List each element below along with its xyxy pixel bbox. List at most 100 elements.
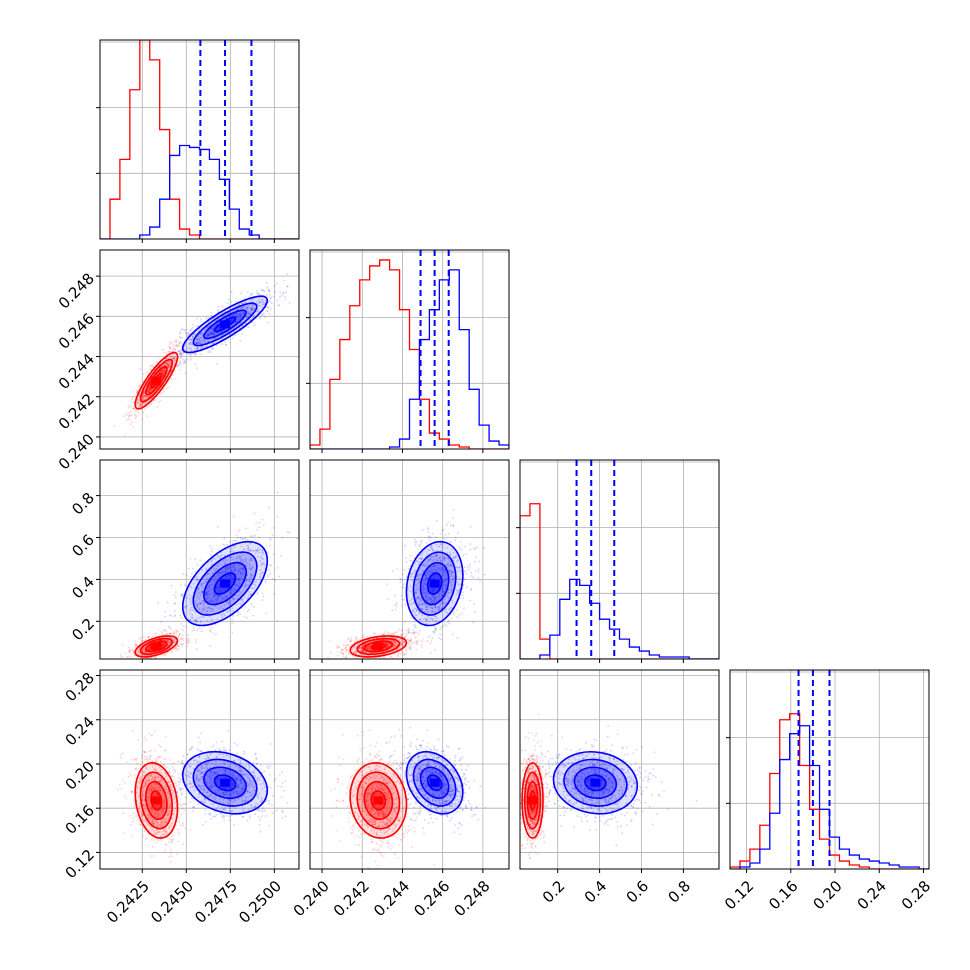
sample-point (148, 646, 151, 648)
sample-point (251, 307, 254, 309)
sample-point (345, 646, 347, 649)
sample-point (434, 649, 436, 651)
sample-point (268, 300, 271, 303)
sample-point (213, 593, 216, 596)
sample-point (208, 606, 211, 609)
sample-point (218, 588, 220, 590)
sample-point (260, 564, 263, 567)
sample-point (162, 644, 165, 646)
sample-point (174, 359, 177, 362)
sample-point (195, 347, 198, 350)
sample-point (229, 582, 232, 585)
sample-point (244, 537, 247, 540)
sample-point (261, 592, 264, 595)
sample-point (450, 541, 453, 543)
sample-point (241, 307, 244, 310)
sample-point (174, 356, 176, 358)
sample-point (274, 579, 276, 582)
sample-point (146, 371, 149, 374)
sample-point (259, 301, 261, 304)
sample-point (160, 391, 163, 394)
sample-point (210, 563, 212, 566)
sample-point (260, 562, 263, 565)
sample-point (220, 330, 222, 333)
sample-point (201, 591, 204, 594)
sample-point (210, 569, 212, 572)
sample-point (207, 333, 210, 336)
sample-point (221, 597, 224, 600)
sample-point (171, 356, 174, 359)
sample-point (169, 341, 172, 344)
sample-point (215, 586, 218, 589)
sample-point (237, 318, 240, 321)
sample-point (219, 605, 222, 608)
sample-point (169, 346, 172, 349)
sample-point (249, 576, 251, 579)
sample-point (219, 590, 222, 593)
sample-point (162, 644, 165, 646)
sample-point (199, 332, 202, 334)
sample-point (253, 583, 256, 586)
sample-point (162, 373, 164, 376)
sample-point (167, 640, 169, 643)
sample-point (394, 653, 396, 656)
sample-point (170, 637, 173, 639)
sample-point (180, 352, 183, 354)
sample-point (177, 340, 180, 343)
sample-point (167, 350, 169, 353)
sample-point (362, 634, 365, 637)
sample-point (203, 616, 206, 619)
sample-point (179, 637, 182, 640)
panel-1-1 (306, 249, 510, 453)
sample-point (269, 572, 272, 575)
sample-point (227, 602, 230, 605)
sample-point (188, 342, 191, 345)
sample-point (200, 318, 203, 320)
sample-point (134, 654, 136, 657)
sample-point (211, 610, 214, 612)
sample-point (270, 564, 273, 567)
sample-point (241, 313, 244, 316)
sample-point (204, 593, 207, 595)
sample-point (132, 407, 135, 410)
sample-point (143, 636, 145, 638)
sample-point (185, 639, 188, 641)
sample-point (219, 591, 222, 593)
sample-point (174, 348, 177, 351)
sample-point (400, 598, 403, 601)
sample-point (146, 648, 149, 651)
sample-point (231, 314, 233, 316)
sample-point (186, 332, 188, 335)
sample-point (189, 329, 191, 331)
sample-point (242, 312, 245, 315)
sample-point (407, 646, 409, 648)
sample-point (229, 320, 232, 323)
sample-point (147, 647, 150, 650)
sample-point (200, 630, 203, 633)
sample-point (210, 331, 213, 334)
sample-point (246, 544, 248, 547)
y-tick-label: 0.8 (68, 489, 98, 519)
histogram-series-1 (100, 144, 299, 239)
sample-point (149, 389, 152, 392)
sample-point (246, 306, 249, 309)
sample-point (410, 647, 412, 649)
sample-point (212, 332, 215, 335)
sample-point (214, 569, 216, 571)
sample-point (237, 591, 240, 594)
sample-point (205, 568, 208, 570)
sample-point (254, 549, 257, 552)
sample-point (209, 588, 212, 591)
sample-point (138, 646, 141, 649)
sample-point (148, 648, 150, 651)
sample-point (421, 645, 423, 648)
sample-point (266, 310, 269, 313)
sample-point (402, 652, 405, 654)
sample-point (202, 342, 204, 344)
sample-point (259, 294, 262, 296)
sample-point (393, 632, 395, 635)
sample-point (255, 580, 257, 583)
sample-point (113, 425, 116, 427)
sample-point (162, 645, 165, 647)
sample-point (469, 599, 472, 602)
